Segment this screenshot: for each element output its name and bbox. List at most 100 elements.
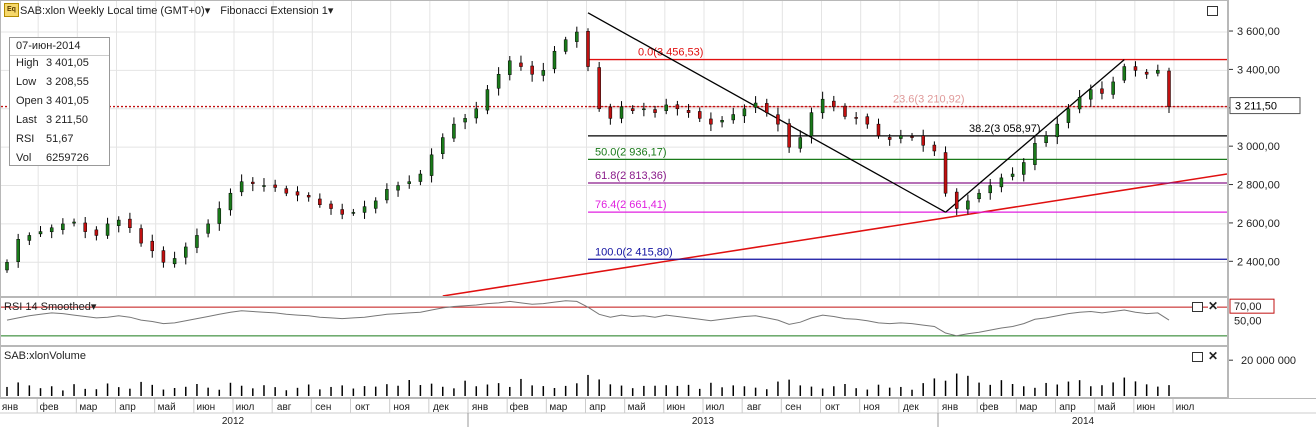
month-label: фев — [40, 401, 59, 413]
close-icon[interactable]: ✕ — [1208, 349, 1219, 363]
symbol-dropdown[interactable]: SAB:xlon Weekly Local time (GMT+0)▾ — [20, 5, 210, 17]
month-label: ноя — [393, 402, 410, 413]
volume-axis-ticks: 20 000 000 — [1229, 355, 1296, 367]
year-label: 2012 — [222, 416, 245, 427]
month-label: дек — [433, 402, 449, 413]
candle-body — [742, 108, 747, 117]
month-label: янв — [942, 402, 958, 413]
volume-axis[interactable]: 20 000 000 — [1228, 346, 1316, 398]
month-label: сен — [785, 402, 801, 413]
candle-body — [563, 39, 568, 52]
candle-body — [251, 181, 255, 184]
candle-body — [954, 191, 959, 209]
close-icon[interactable]: ✕ — [1208, 299, 1219, 313]
candle-body — [407, 181, 411, 184]
candle-body — [418, 173, 423, 182]
volume-chart[interactable] — [1, 347, 1227, 397]
candle-body — [630, 108, 635, 111]
candle-body — [575, 31, 579, 42]
price-chart[interactable]: 0.0(3 456,53) 23.6(3 210,92) 38.2(3 058,97… — [1, 1, 1227, 296]
candle-body — [686, 110, 691, 113]
candle-body — [832, 100, 836, 108]
month-label: июн — [197, 402, 216, 413]
candle-body — [128, 218, 132, 229]
candle-body — [116, 219, 121, 226]
rsi-panel[interactable]: RSI 14 Smoothed▾ ✕ — [0, 297, 1228, 346]
candle-body — [329, 203, 333, 209]
candle-body — [61, 223, 65, 230]
month-label: мар — [79, 402, 97, 413]
rsi-chart[interactable] — [1, 298, 1227, 345]
candle-body — [787, 123, 791, 148]
month-label: авг — [277, 402, 292, 413]
candle-body — [217, 208, 222, 224]
price-chart-panel[interactable]: 0.0(3 456,53) 23.6(3 210,92) 38.2(3 058,97… — [0, 0, 1228, 297]
candle-body — [809, 112, 814, 137]
chart-title-bar: SAB:xlon Weekly Local time (GMT+0)▾ Fibon… — [20, 4, 333, 17]
candle-body — [1133, 66, 1138, 71]
info-value: 51,67 — [46, 133, 74, 145]
symbol-label: SAB:xlon Weekly Local time (GMT+0) — [20, 5, 205, 17]
candle-body — [608, 106, 613, 119]
candle-body — [485, 89, 490, 111]
candle-body — [172, 258, 177, 265]
fib-level-label: 76.4(2 661,41) — [595, 199, 667, 211]
volume-tick-label: 20 000 000 — [1241, 355, 1296, 367]
candle-body — [1077, 97, 1082, 110]
candle-body — [1167, 70, 1171, 107]
candle-body — [1100, 88, 1104, 94]
candle-body — [697, 111, 702, 119]
candle-body — [776, 114, 780, 125]
candle-body — [932, 144, 937, 152]
candle-body — [228, 192, 233, 211]
candle-body — [318, 198, 322, 205]
fib-level-label: 50.0(2 936,17) — [595, 146, 667, 158]
maximize-panel-button[interactable] — [1192, 352, 1203, 362]
candle-body — [887, 137, 892, 140]
month-label: апр — [589, 402, 606, 413]
candle-body — [977, 192, 981, 200]
info-label: Vol — [16, 152, 32, 164]
candle-body — [16, 239, 20, 262]
candle-body — [295, 191, 300, 196]
year-label: 2014 — [1072, 416, 1095, 427]
rsi-axis[interactable]: 70,00 50,00 — [1228, 297, 1316, 346]
time-axis[interactable]: янв фев мар апр май июн июл авг сен окт ноя дек янв ф… — [0, 398, 1316, 427]
month-label: май — [628, 402, 646, 413]
month-label: июл — [706, 402, 725, 413]
candle-body — [820, 98, 825, 114]
candle-body — [362, 206, 367, 213]
candle-body — [273, 184, 277, 188]
month-label: янв — [472, 402, 488, 413]
candle-body — [675, 104, 680, 110]
support-trendline — [442, 173, 1227, 296]
candle-body — [519, 62, 523, 67]
candle-body — [195, 235, 199, 248]
month-label: фев — [980, 401, 999, 413]
fib-level-label: 0.0(3 456,53) — [638, 47, 703, 59]
candle-body — [541, 70, 546, 76]
month-label: апр — [1059, 402, 1076, 413]
month-label: апр — [119, 402, 136, 413]
price-axis[interactable]: 3 600,003 400,003 200,003 000,002 800,00… — [1228, 0, 1316, 297]
candle-body — [27, 235, 32, 241]
candle-body — [1066, 108, 1071, 123]
candle-body — [653, 109, 657, 113]
candle-body — [642, 108, 646, 111]
rsi-title[interactable]: RSI 14 Smoothed▾ — [4, 300, 96, 313]
rsi-70-tag — [1229, 298, 1275, 314]
rsi-series-line — [6, 300, 1170, 337]
month-label: июл — [1176, 402, 1195, 413]
month-label: июн — [1137, 402, 1156, 413]
candle-body — [1111, 81, 1115, 95]
info-date: 07-июн-2014 — [16, 40, 81, 52]
candle-body — [340, 209, 344, 215]
maximize-panel-button[interactable] — [1207, 6, 1218, 16]
candle-body — [184, 246, 188, 258]
study-dropdown[interactable]: Fibonacci Extension 1▾ — [220, 5, 333, 17]
info-open-row: Open 3 401,05 — [16, 94, 89, 108]
volume-panel[interactable]: SAB:xlonVolume ✕ — [0, 346, 1228, 398]
maximize-panel-button[interactable] — [1192, 302, 1203, 312]
candle-body — [161, 250, 166, 263]
info-value: 3 401,05 — [46, 95, 89, 107]
